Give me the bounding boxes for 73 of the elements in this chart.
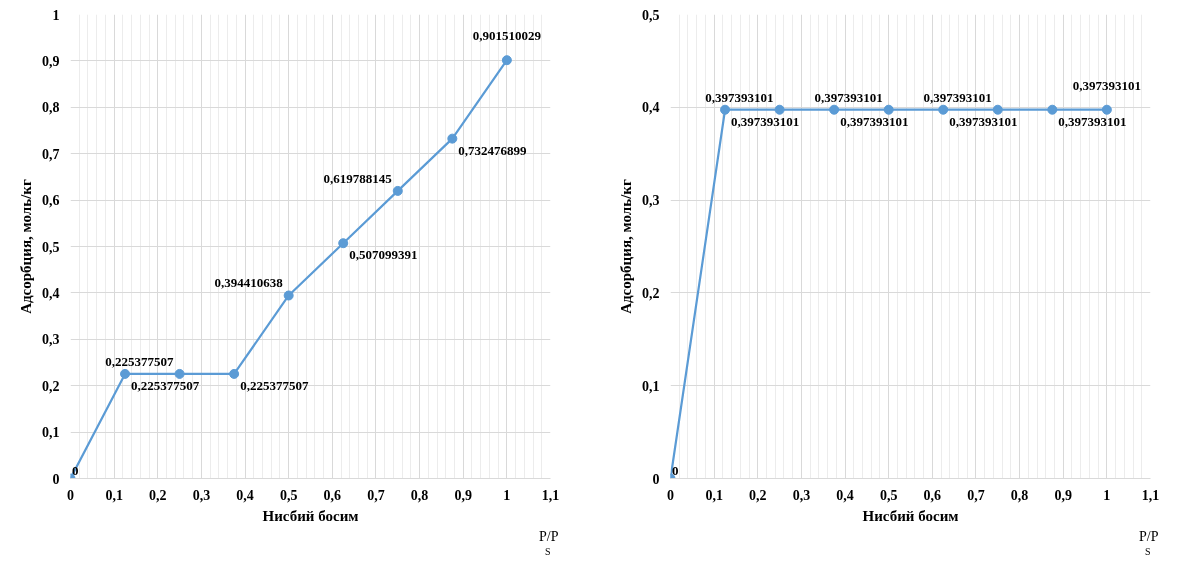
- data-label: 0,225377507: [131, 377, 200, 393]
- data-label: 0,507099391: [349, 247, 418, 263]
- point: [283, 290, 294, 301]
- point: [501, 55, 512, 66]
- point: [392, 185, 403, 196]
- point: [120, 368, 131, 379]
- x-tick-label: 1,1: [1141, 487, 1160, 503]
- y-tick-label: 0,4: [642, 100, 660, 116]
- x-tick-label: 0,5: [879, 487, 898, 503]
- data-label: 0,397393101: [705, 89, 774, 105]
- point: [174, 368, 185, 379]
- text: P/PS: [1139, 528, 1159, 557]
- x-tick-label: 1: [503, 487, 511, 503]
- x-tick-label: 0,9: [1054, 487, 1072, 503]
- y-tick-label: 0,5: [42, 239, 60, 255]
- data-label: 0,397393101: [814, 89, 883, 105]
- point: [447, 133, 458, 144]
- x-tick-label: 0,2: [749, 487, 767, 503]
- y-tick-label: 0,1: [42, 425, 60, 441]
- x-tick-label: 0,6: [323, 487, 342, 503]
- y-tick-label: 0: [52, 471, 60, 487]
- text: P/PS: [539, 528, 559, 557]
- x-tick-label: 0,8: [1010, 487, 1029, 503]
- data-label: 0: [672, 462, 679, 478]
- x-tick-label: 0,2: [149, 487, 167, 503]
- x-tick-label: 0,1: [705, 487, 723, 503]
- y-tick-label: 0,8: [42, 100, 60, 116]
- data-label: 0,225377507: [240, 377, 309, 393]
- y-tick-label: 0: [652, 471, 660, 487]
- y-tick-label: 0,4: [42, 285, 60, 301]
- y-tick-label: 0,2: [42, 378, 60, 394]
- y-tick-label: 0,6: [42, 193, 60, 209]
- point: [338, 238, 349, 249]
- y-tick-label: 0,2: [642, 285, 660, 301]
- y-tick-label: 0,3: [642, 193, 660, 209]
- data-label: 0: [72, 462, 79, 478]
- point: [229, 368, 240, 379]
- data-label: 0,732476899: [458, 142, 528, 158]
- x-tick-label: 0,3: [192, 487, 211, 503]
- x-tick-label: 0: [667, 487, 674, 503]
- x-tick-label: 0,4: [836, 487, 854, 503]
- data-label: 0,397393101: [1072, 77, 1141, 93]
- x-axis-title: Нисбий босим: [262, 507, 359, 524]
- data-label: 0,394410638: [214, 275, 284, 291]
- y-tick-label: 0,3: [42, 332, 60, 348]
- x-tick-label: 0,3: [792, 487, 811, 503]
- x-tick-label: 1,1: [541, 487, 560, 503]
- y-tick-label: 1: [52, 7, 60, 23]
- y-tick-label: 0,1: [642, 378, 660, 394]
- y-tick-label: 0,9: [42, 53, 60, 69]
- x-tick-label: 0,9: [454, 487, 472, 503]
- data-label: 0,619788145: [323, 170, 393, 186]
- x-tick-label: 0: [67, 487, 74, 503]
- x-tick-label: 0,4: [236, 487, 254, 503]
- data-label: 0,397393101: [923, 89, 992, 105]
- data-label: 0,225377507: [105, 353, 175, 369]
- x-tick-label: 0,8: [410, 487, 429, 503]
- x-tick-label: 1: [1103, 487, 1111, 503]
- data-label: 0,397393101: [949, 113, 1018, 129]
- data-label: 0,397393101: [1058, 113, 1127, 129]
- x-tick-label: 0,7: [967, 487, 985, 503]
- x-tick-label: 0,1: [105, 487, 123, 503]
- y-axis-title: Адсорбция, моль/кг: [18, 179, 34, 314]
- y-axis-title: Адсорбция, моль/кг: [618, 179, 634, 314]
- x-tick-label: 0,6: [923, 487, 942, 503]
- data-label: 0,397393101: [731, 113, 800, 129]
- x-tick-label: 0,5: [279, 487, 298, 503]
- data-label: 0,901510029: [472, 28, 542, 44]
- x-tick-label: 0,7: [367, 487, 385, 503]
- x-axis-title: Нисбий босим: [862, 507, 959, 524]
- y-tick-label: 0,5: [642, 7, 660, 23]
- y-tick-label: 0,7: [42, 146, 60, 162]
- data-label: 0,397393101: [840, 113, 909, 129]
